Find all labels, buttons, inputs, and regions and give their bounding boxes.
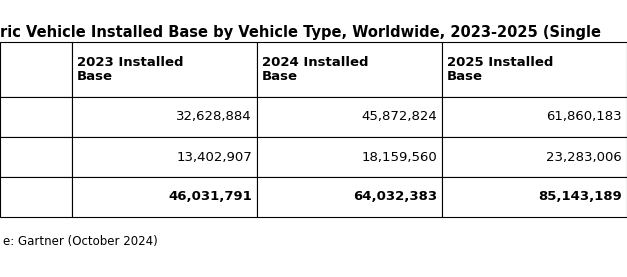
Text: 2024 Installed
Base: 2024 Installed Base <box>262 55 369 83</box>
Bar <box>0 97 72 137</box>
Bar <box>72 137 257 177</box>
Text: 85,143,189: 85,143,189 <box>538 191 622 204</box>
Text: 18,159,560: 18,159,560 <box>361 150 437 163</box>
Bar <box>0 137 72 177</box>
Bar <box>257 42 442 97</box>
Text: 45,872,824: 45,872,824 <box>361 111 437 124</box>
Bar <box>442 97 627 137</box>
Bar <box>0 42 72 97</box>
Bar <box>257 177 442 217</box>
Bar <box>257 137 442 177</box>
Bar <box>72 97 257 137</box>
Bar <box>442 42 627 97</box>
Text: 32,628,884: 32,628,884 <box>176 111 252 124</box>
Bar <box>72 42 257 97</box>
Text: 61,860,183: 61,860,183 <box>546 111 622 124</box>
Text: 64,032,383: 64,032,383 <box>353 191 437 204</box>
Bar <box>442 137 627 177</box>
Text: 2023 Installed
Base: 2023 Installed Base <box>77 55 184 83</box>
Text: e: Gartner (October 2024): e: Gartner (October 2024) <box>3 235 158 248</box>
Text: 2025 Installed
Base: 2025 Installed Base <box>447 55 554 83</box>
Bar <box>257 97 442 137</box>
Bar <box>0 177 72 217</box>
Bar <box>72 177 257 217</box>
Text: ric Vehicle Installed Base by Vehicle Type, Worldwide, 2023-2025 (Single: ric Vehicle Installed Base by Vehicle Ty… <box>0 25 601 40</box>
Bar <box>442 177 627 217</box>
Text: 13,402,907: 13,402,907 <box>176 150 252 163</box>
Text: 23,283,006: 23,283,006 <box>546 150 622 163</box>
Text: 46,031,791: 46,031,791 <box>168 191 252 204</box>
